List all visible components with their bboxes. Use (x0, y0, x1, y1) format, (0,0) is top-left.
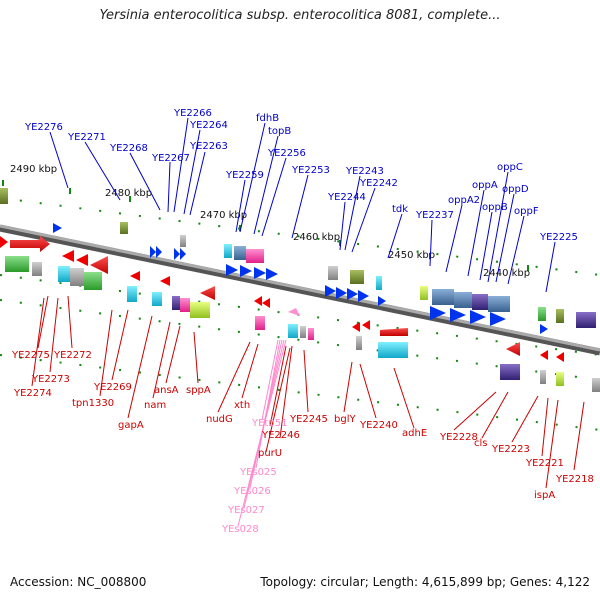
gene-label[interactable]: YEs027 (227, 505, 265, 516)
tick-label: 2480 kbp (105, 188, 152, 199)
gene-label[interactable]: cls (474, 438, 488, 449)
reverse-strand-features (0, 236, 600, 392)
gene-label[interactable]: YE2263 (189, 141, 228, 152)
gene-label[interactable]: YE2264 (189, 120, 228, 131)
gene-label[interactable]: YEs025 (239, 467, 277, 478)
tick-label: 2450 kbp (388, 250, 435, 261)
gene-label[interactable]: xth (234, 400, 250, 411)
gene-label[interactable]: YE2267 (151, 153, 190, 164)
gene-label[interactable]: YE2256 (267, 148, 306, 159)
rna-gene-labels: YEs025 YEs026 YEs027 YEs028 (221, 467, 277, 535)
leader-lines (31, 117, 585, 527)
forward-gene-labels: YE2276 YE2271 YE2268 YE2267 YE2266 YE226… (24, 108, 578, 243)
gene-label[interactable]: tpn1330 (72, 398, 114, 409)
gene-label[interactable]: YE2240 (359, 420, 398, 431)
gene-label[interactable]: fdhB (256, 113, 279, 124)
gene-label[interactable]: oppD (502, 184, 529, 195)
gene-label[interactable]: sppA (186, 385, 211, 396)
tick-label: 2470 kbp (200, 210, 247, 221)
genome-summary: Topology: circular; Length: 4,615,899 bp… (260, 575, 590, 589)
gene-label[interactable]: tdk (392, 204, 408, 215)
gene-label[interactable]: YE2269 (93, 382, 132, 393)
gene-label[interactable]: oppA (472, 180, 498, 191)
gene-label[interactable]: YE2253 (291, 165, 330, 176)
gene-label[interactable]: ansA (154, 385, 179, 396)
gene-label[interactable]: YE2243 (345, 166, 384, 177)
gene-label[interactable]: YE2246 (261, 430, 300, 441)
genome-backbone (0, 224, 600, 356)
gene-label[interactable]: oppF (514, 206, 539, 217)
gene-label[interactable]: YEs028 (221, 524, 259, 535)
gene-label[interactable]: oppC (497, 162, 523, 173)
gene-label[interactable]: YE2272 (53, 350, 92, 361)
gene-label[interactable]: YE2276 (24, 122, 63, 133)
gene-label[interactable]: bglY (334, 414, 356, 425)
reverse-gene-labels: YE2275 YE2272 YE2273 YE2274 YE2269 tpn13… (11, 350, 594, 501)
gene-label[interactable]: topB (268, 126, 291, 137)
gene-label[interactable]: YE2268 (109, 143, 148, 154)
gene-label[interactable]: YE2274 (13, 388, 52, 399)
tick-label: 2460 kbp (293, 232, 340, 243)
gene-label[interactable]: oppA2 (448, 195, 480, 206)
gene-label[interactable]: nudG (206, 414, 233, 425)
gene-label[interactable]: gapA (118, 420, 144, 431)
gene-label[interactable]: oppB (482, 202, 508, 213)
gene-label[interactable]: YE2244 (327, 192, 366, 203)
tick-label: 2440 kbp (483, 268, 530, 279)
gene-label[interactable]: YE2275 (11, 350, 50, 361)
gene-label[interactable]: YE2242 (359, 178, 398, 189)
gene-label[interactable]: YE2223 (491, 444, 530, 455)
gene-label[interactable]: YE2237 (415, 210, 454, 221)
map-title: Yersinia enterocolitica subsp. enterocol… (99, 8, 501, 23)
gene-label[interactable]: YE2259 (225, 170, 264, 181)
gene-label[interactable]: YE2221 (525, 458, 564, 469)
gene-label[interactable]: YE2228 (439, 432, 478, 443)
gene-label[interactable]: YE2271 (67, 132, 106, 143)
gene-label[interactable]: ispA (534, 490, 555, 501)
gene-label[interactable]: YE2218 (555, 474, 594, 485)
gene-label[interactable]: YE2225 (539, 232, 578, 243)
gene-label[interactable]: YE2273 (31, 374, 70, 385)
gene-label[interactable]: YE2266 (173, 108, 212, 119)
gene-label[interactable]: purU (258, 448, 282, 459)
gene-label[interactable]: YEs026 (233, 486, 271, 497)
gene-label[interactable]: nam (144, 400, 166, 411)
gene-label[interactable]: YE2245 (289, 414, 328, 425)
gene-label[interactable]: adhE (402, 428, 427, 439)
tick-label: 2490 kbp (10, 164, 57, 175)
gene-label[interactable]: YEt051 (251, 418, 287, 429)
accession-label: Accession: NC_008800 (10, 575, 147, 589)
forward-strand-features (0, 188, 596, 334)
